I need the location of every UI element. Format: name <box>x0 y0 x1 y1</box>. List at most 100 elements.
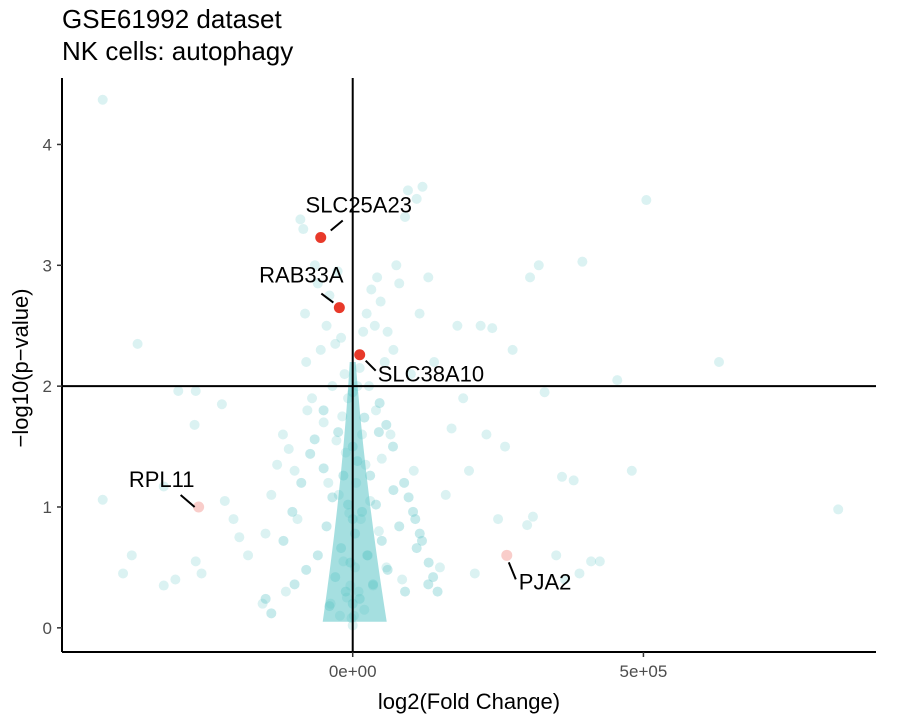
density-point <box>403 492 414 503</box>
data-point <box>423 272 434 283</box>
data-point <box>361 308 372 319</box>
density-point <box>309 434 320 445</box>
data-point <box>481 429 492 440</box>
data-point <box>372 272 383 283</box>
data-point <box>97 94 108 105</box>
y-axis-label: −log10(p−value) <box>8 288 33 447</box>
highlight-point-rpl11 <box>193 501 205 513</box>
data-point <box>302 405 313 416</box>
data-point <box>362 550 373 561</box>
data-point <box>382 326 393 337</box>
data-point <box>402 185 413 196</box>
density-point <box>296 477 307 488</box>
x-tick-label: 5e+05 <box>620 662 668 681</box>
data-point <box>391 260 402 271</box>
data-point <box>559 574 570 585</box>
data-point <box>307 393 318 404</box>
data-point <box>357 429 368 440</box>
leader-line <box>364 360 377 372</box>
data-point <box>289 465 300 476</box>
density-point <box>408 506 419 517</box>
y-tick-label: 2 <box>43 377 52 396</box>
data-point <box>292 514 303 525</box>
data-point <box>173 385 184 396</box>
data-point <box>527 511 538 522</box>
density-point <box>423 579 434 590</box>
data-point <box>379 356 390 367</box>
data-point <box>373 526 384 537</box>
data-point <box>475 320 486 331</box>
data-point <box>440 489 451 500</box>
density-point <box>428 572 439 583</box>
gene-label-rpl11: RPL11 <box>129 467 195 492</box>
density-point <box>399 477 410 488</box>
data-point <box>272 459 283 470</box>
data-point <box>343 393 354 404</box>
data-point <box>318 417 329 428</box>
data-point <box>325 598 336 609</box>
data-point <box>551 550 562 561</box>
data-point <box>586 556 597 567</box>
data-point <box>170 574 181 585</box>
data-point <box>260 528 271 539</box>
data-point <box>189 419 200 430</box>
density-point <box>388 441 398 452</box>
data-point <box>388 344 399 355</box>
data-point <box>369 320 380 331</box>
data-point <box>429 356 440 367</box>
density-point <box>432 586 443 597</box>
data-point <box>341 592 352 603</box>
data-point <box>487 323 498 334</box>
data-point <box>469 568 480 579</box>
data-point <box>348 610 359 621</box>
density-point <box>312 550 323 561</box>
gene-label-slc38a10: SLC38A10 <box>378 362 484 387</box>
data-point <box>234 532 245 543</box>
data-point <box>257 598 268 609</box>
data-point <box>353 586 364 597</box>
highlight-point-slc38a10 <box>354 349 366 361</box>
data-point <box>330 338 341 349</box>
density-core <box>322 361 387 622</box>
data-point <box>500 441 511 452</box>
data-point <box>190 385 201 396</box>
data-point <box>126 550 137 561</box>
data-point <box>375 296 386 307</box>
density-point <box>287 506 298 517</box>
density-point <box>289 579 300 590</box>
chart-title: GSE61992 dataset <box>62 4 282 34</box>
data-point <box>190 556 201 567</box>
data-point <box>321 320 332 331</box>
density-point <box>388 485 399 496</box>
data-point <box>333 489 344 500</box>
data-point <box>158 481 169 492</box>
data-point <box>360 459 371 470</box>
data-point <box>370 405 381 416</box>
data-point <box>243 550 254 561</box>
data-point <box>577 256 588 267</box>
data-point <box>298 224 309 235</box>
data-point <box>400 211 411 222</box>
data-point <box>376 453 387 464</box>
data-point <box>301 356 312 367</box>
data-point <box>385 429 396 440</box>
data-point <box>405 369 416 380</box>
data-point <box>323 477 334 488</box>
x-tick-label: 0e+00 <box>329 662 377 681</box>
data-point <box>340 447 351 458</box>
data-point <box>309 260 320 271</box>
data-point <box>368 580 379 591</box>
density-point <box>410 514 421 525</box>
leader-line <box>330 219 344 232</box>
density-point <box>414 528 425 539</box>
density-point <box>365 470 376 481</box>
highlight-point-rab33a <box>333 302 345 314</box>
data-point <box>337 411 348 422</box>
leader-line <box>179 494 196 508</box>
data-point <box>574 568 585 579</box>
density-point <box>321 521 332 532</box>
data-point <box>397 574 408 585</box>
density-point <box>260 593 271 604</box>
data-point <box>277 429 288 440</box>
